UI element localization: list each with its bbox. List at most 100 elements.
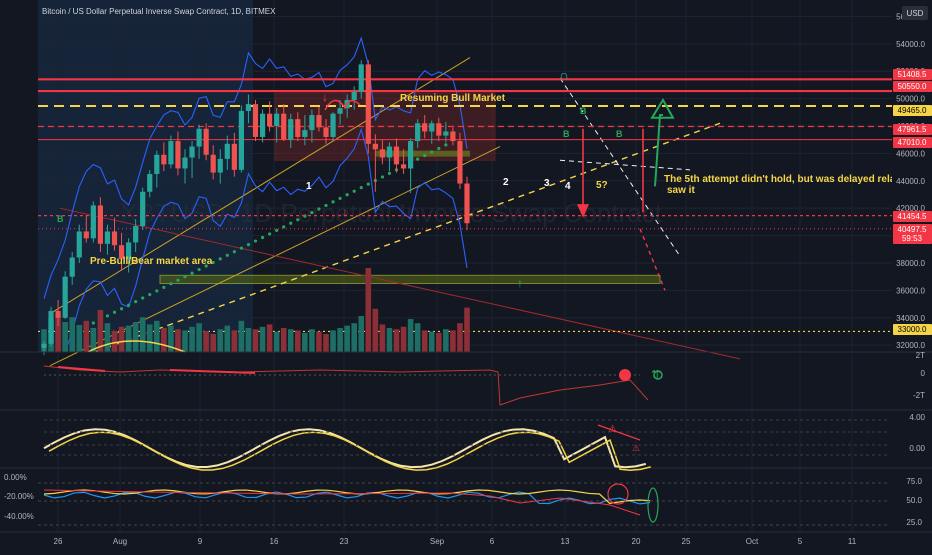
volume-bar [379,324,386,352]
sar-dot [225,253,229,257]
volume-bar [421,330,428,352]
candle-body [83,231,89,239]
sar-dot [260,235,265,240]
pane3-highlight [607,483,629,505]
candle-body [316,115,322,128]
volume-bar [203,331,209,352]
currency-badge[interactable] [902,6,928,20]
price-label-bg [893,224,932,235]
candle-body [69,257,75,277]
candle-body [154,154,160,174]
candle-body [443,131,449,136]
candle-body [337,108,343,114]
candle-body [252,104,259,137]
candle-body [147,173,153,192]
candle-body [90,205,96,239]
candle-body [259,113,266,137]
volume-bar [316,331,322,352]
candle-body [133,225,139,243]
highlight-region [38,0,253,352]
volume-bar [323,334,329,352]
candle-body [111,231,118,246]
channel-upper [49,57,471,315]
volume-bar [280,328,287,352]
b-marker: B [580,106,587,116]
volume-bar [111,331,118,352]
volume-bar [309,329,315,352]
sar-dot [430,150,434,154]
candle-body [210,154,216,173]
wave-label-3: 3 [544,178,550,189]
volume-bar [168,325,174,352]
support-zone [159,274,661,285]
volume-bar [104,323,111,352]
volume-bar [252,329,259,352]
annotation-fifth-2: saw it [667,185,695,196]
volume-bar [351,323,357,352]
volume-bar [97,310,104,352]
volume-bar [175,329,181,352]
top-marker: ∩ [559,67,569,83]
time-tick: 26 [54,537,63,546]
price-tick: 34000.0 [896,314,925,323]
volume-bar [231,330,238,352]
price-label-bg [893,105,932,116]
price-label-bg [893,137,932,148]
candle-body [196,128,202,147]
volume-bar [400,326,407,352]
sar-dot [119,307,124,311]
pane3-line-red [43,489,641,516]
volume-bar [443,329,449,352]
pane1-tick: -2T [913,391,925,400]
sar-dot [239,246,243,250]
candle-body [372,143,378,150]
candle-body [126,242,132,259]
volume-bar [76,325,83,352]
time-axis [0,533,932,550]
projection-red [639,228,666,291]
price-label-bg [893,324,932,335]
candle-body [189,146,195,158]
sar-dot [296,218,300,222]
time-tick: 9 [198,537,203,546]
sar-dot [169,282,173,286]
sar-dot [141,296,145,300]
arc-marker [324,99,361,111]
candle-body [281,113,287,140]
candle-body [386,146,393,158]
down-marker-1: ↓ [322,90,328,104]
sar-dot [352,189,356,193]
price-label: 33000.0 [898,325,927,334]
volume-bar [407,319,414,352]
time-tick: 13 [561,537,570,546]
up-arrow-green-head [650,98,675,119]
sar-dot [232,250,236,254]
volume-bar [189,326,195,352]
time-tick: Aug [113,537,127,546]
bollinger-lower [44,127,468,353]
volume-bar [118,326,125,352]
candle-body [436,123,442,136]
candle-body [415,123,421,142]
pane2-tick: 4.00 [909,413,925,422]
volume-bar [238,320,245,352]
wave-label-5: 5? [596,180,608,191]
pane3-left-tick: -20.00% [4,492,34,501]
up-arrow-green [654,114,663,187]
candle-body [330,113,336,137]
volume-bar [161,328,167,352]
pane1-line [43,365,649,406]
volume-bar [344,325,350,352]
volume-bar [330,330,336,352]
sar-dot [91,321,95,325]
price-label: 51408.5 [898,70,927,79]
candle-body [309,115,315,131]
pane3-green-oval [647,487,659,523]
candle-body [274,113,280,127]
descending-line [59,207,741,360]
time-tick: Sep [430,537,445,546]
sar-dot [359,186,363,190]
arc-bottom [87,340,186,353]
